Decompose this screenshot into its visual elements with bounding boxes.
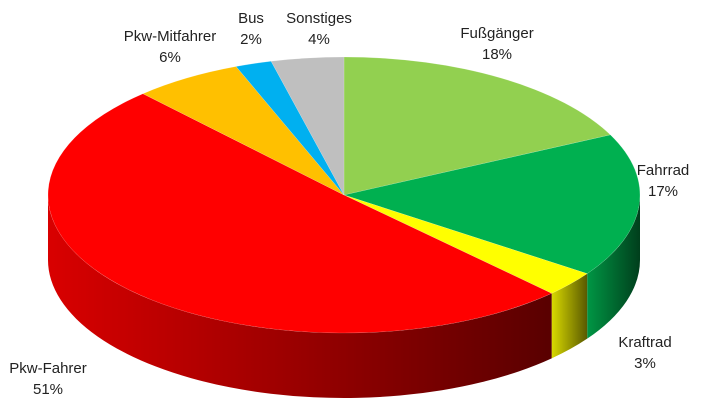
slice xyxy=(343,194,588,294)
slice-value-label: 17% xyxy=(648,183,678,200)
slice xyxy=(47,93,553,334)
slice xyxy=(343,56,611,196)
slice xyxy=(235,60,345,196)
slice-value-label: 4% xyxy=(308,31,330,48)
slice-label: Sonstiges xyxy=(286,10,352,27)
slice-value-label: 3% xyxy=(634,355,656,372)
slice-label: Pkw-Mitfahrer xyxy=(124,28,217,45)
slice-value-label: 6% xyxy=(159,49,181,66)
slice-side xyxy=(48,195,552,398)
slice xyxy=(270,56,345,196)
slice-label: Bus xyxy=(238,10,264,27)
slice-value-label: 2% xyxy=(240,31,262,48)
slice-label: Pkw-Fahrer xyxy=(9,360,87,377)
slice xyxy=(343,134,641,274)
slice xyxy=(142,66,345,196)
slice-side xyxy=(587,195,640,339)
slice-value-label: 18% xyxy=(482,46,512,63)
slice-side xyxy=(551,273,588,359)
slice-label: Kraftrad xyxy=(618,334,671,351)
slice-label: Fahrrad xyxy=(637,162,690,179)
slice-value-label: 51% xyxy=(33,381,63,398)
slice-label: Fußgänger xyxy=(460,25,533,42)
